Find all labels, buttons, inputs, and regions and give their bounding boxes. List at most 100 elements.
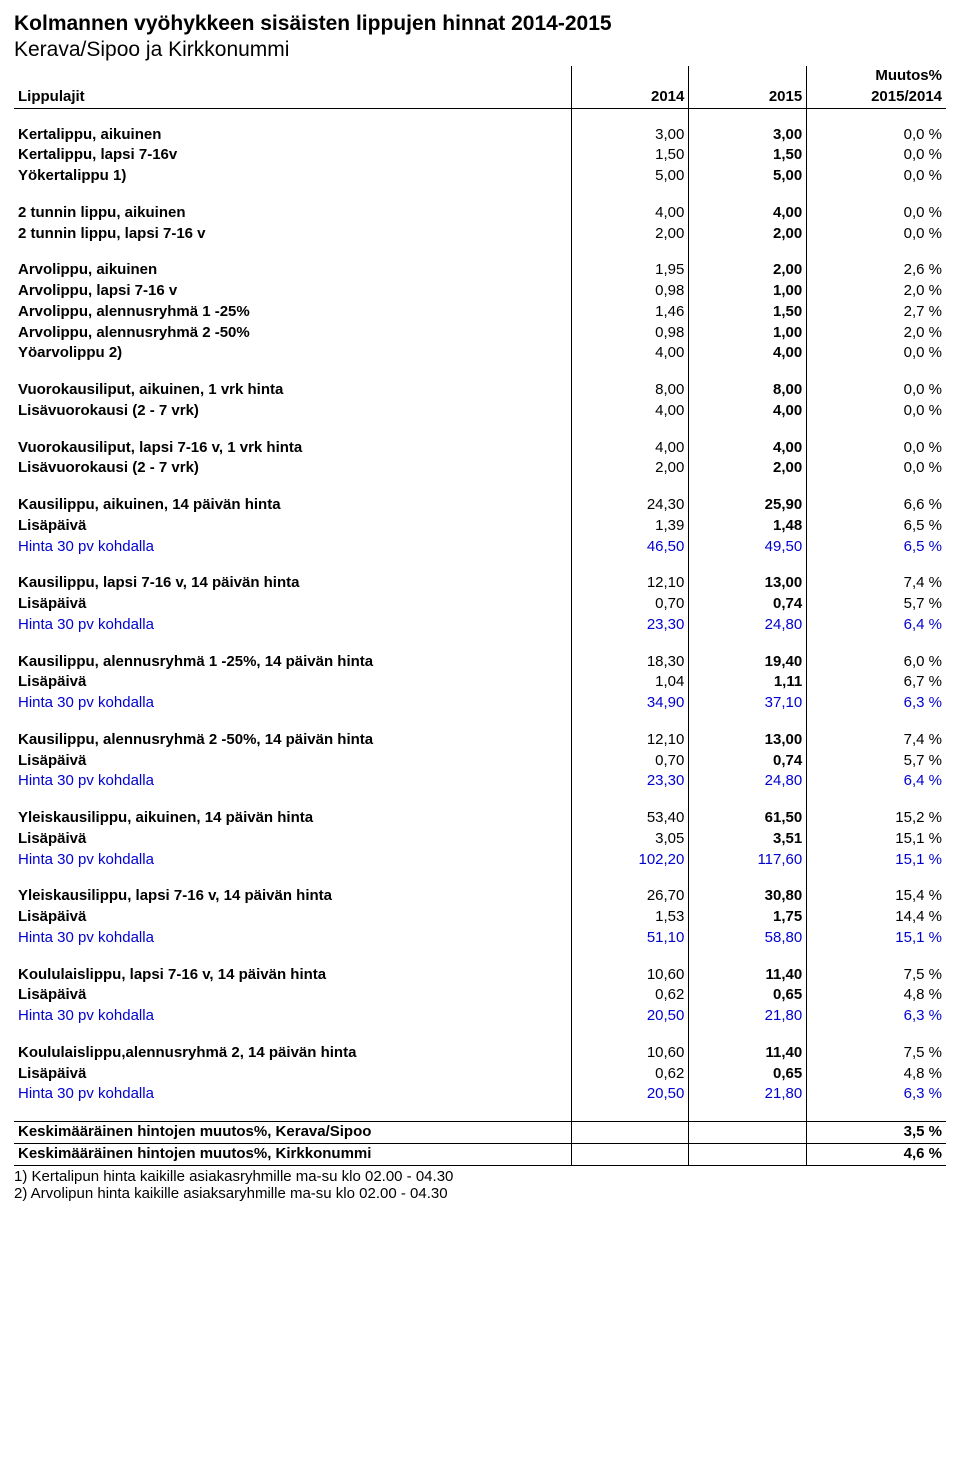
row-label: Hinta 30 pv kohdalla	[14, 850, 571, 871]
value-pct: 6,3 %	[807, 1084, 946, 1105]
value-2014: 1,46	[571, 302, 689, 323]
row-label: Hinta 30 pv kohdalla	[14, 771, 571, 792]
value-2015: 4,00	[689, 438, 807, 459]
value-pct: 15,1 %	[807, 928, 946, 949]
summary-label: Keskimääräinen hintojen muutos%, Kirkkon…	[14, 1143, 571, 1165]
value-pct: 4,8 %	[807, 1064, 946, 1085]
value-pct: 6,4 %	[807, 771, 946, 792]
value-2014: 0,98	[571, 323, 689, 344]
value-pct: 6,5 %	[807, 537, 946, 558]
value-2014: 3,00	[571, 125, 689, 146]
value-2015: 0,74	[689, 594, 807, 615]
value-2014: 0,62	[571, 1064, 689, 1085]
row-label: Yleiskausilippu, lapsi 7-16 v, 14 päivän…	[14, 886, 571, 907]
value-pct: 0,0 %	[807, 203, 946, 224]
value-2015: 2,00	[689, 224, 807, 245]
value-2014: 1,53	[571, 907, 689, 928]
row-label: Yleiskausilippu, aikuinen, 14 päivän hin…	[14, 808, 571, 829]
header-2014: 2014	[571, 66, 689, 108]
value-2015: 0,65	[689, 985, 807, 1006]
row-label: Arvolippu, lapsi 7-16 v	[14, 281, 571, 302]
footnote-1: 1) Kertalipun hinta kaikille asiakasryhm…	[14, 1168, 946, 1185]
value-pct: 0,0 %	[807, 380, 946, 401]
value-2015: 11,40	[689, 1043, 807, 1064]
header-muutos-bot: 2015/2014	[807, 87, 946, 108]
header-lippulajit: Lippulajit	[14, 66, 571, 108]
value-pct: 5,7 %	[807, 594, 946, 615]
value-2014: 23,30	[571, 771, 689, 792]
value-pct: 6,0 %	[807, 652, 946, 673]
value-2015: 117,60	[689, 850, 807, 871]
row-label: Koululaislippu, lapsi 7-16 v, 14 päivän …	[14, 965, 571, 986]
value-pct: 15,4 %	[807, 886, 946, 907]
value-pct: 6,3 %	[807, 1006, 946, 1027]
value-pct: 6,5 %	[807, 516, 946, 537]
footnote-2: 2) Arvolipun hinta kaikille asiaksaryhmi…	[14, 1185, 946, 1202]
row-label: Hinta 30 pv kohdalla	[14, 1084, 571, 1105]
value-pct: 6,6 %	[807, 495, 946, 516]
value-2015: 5,00	[689, 166, 807, 187]
value-2014: 10,60	[571, 1043, 689, 1064]
value-2014: 20,50	[571, 1084, 689, 1105]
value-2015: 1,00	[689, 281, 807, 302]
value-2015: 1,50	[689, 302, 807, 323]
page-title-sub: Kerava/Sipoo ja Kirkkonummi	[14, 38, 946, 62]
row-label: Vuorokausiliput, aikuinen, 1 vrk hinta	[14, 380, 571, 401]
summary-pct: 4,6 %	[807, 1143, 946, 1165]
header-2015: 2015	[689, 66, 807, 108]
value-pct: 0,0 %	[807, 125, 946, 146]
value-2014: 20,50	[571, 1006, 689, 1027]
row-label: Kausilippu, lapsi 7-16 v, 14 päivän hint…	[14, 573, 571, 594]
value-2015: 13,00	[689, 730, 807, 751]
value-2014: 53,40	[571, 808, 689, 829]
value-2014: 51,10	[571, 928, 689, 949]
row-label: Koululaislippu,alennusryhmä 2, 14 päivän…	[14, 1043, 571, 1064]
value-2014: 1,50	[571, 145, 689, 166]
value-2015: 30,80	[689, 886, 807, 907]
value-pct: 2,6 %	[807, 260, 946, 281]
row-label: 2 tunnin lippu, aikuinen	[14, 203, 571, 224]
row-label: Hinta 30 pv kohdalla	[14, 1006, 571, 1027]
value-pct: 6,3 %	[807, 693, 946, 714]
value-pct: 0,0 %	[807, 343, 946, 364]
value-pct: 0,0 %	[807, 438, 946, 459]
value-pct: 5,7 %	[807, 751, 946, 772]
value-2015: 21,80	[689, 1006, 807, 1027]
value-2014: 46,50	[571, 537, 689, 558]
value-2014: 1,39	[571, 516, 689, 537]
value-pct: 2,7 %	[807, 302, 946, 323]
row-label: Lisäpäivä	[14, 829, 571, 850]
value-2015: 37,10	[689, 693, 807, 714]
value-pct: 14,4 %	[807, 907, 946, 928]
value-2015: 24,80	[689, 615, 807, 636]
value-2015: 1,50	[689, 145, 807, 166]
row-label: Hinta 30 pv kohdalla	[14, 928, 571, 949]
value-2015: 3,00	[689, 125, 807, 146]
value-2014: 23,30	[571, 615, 689, 636]
value-2015: 21,80	[689, 1084, 807, 1105]
value-pct: 7,5 %	[807, 965, 946, 986]
row-label: Lisäpäivä	[14, 1064, 571, 1085]
value-2014: 1,95	[571, 260, 689, 281]
value-pct: 0,0 %	[807, 458, 946, 479]
value-2014: 4,00	[571, 203, 689, 224]
row-label: Lisäpäivä	[14, 516, 571, 537]
value-2015: 13,00	[689, 573, 807, 594]
value-2015: 8,00	[689, 380, 807, 401]
value-pct: 15,1 %	[807, 850, 946, 871]
value-pct: 7,5 %	[807, 1043, 946, 1064]
value-pct: 6,7 %	[807, 672, 946, 693]
value-2014: 4,00	[571, 401, 689, 422]
value-pct: 2,0 %	[807, 281, 946, 302]
value-pct: 7,4 %	[807, 573, 946, 594]
value-2014: 12,10	[571, 573, 689, 594]
value-2015: 4,00	[689, 401, 807, 422]
value-2015: 58,80	[689, 928, 807, 949]
value-pct: 15,1 %	[807, 829, 946, 850]
value-pct: 7,4 %	[807, 730, 946, 751]
value-2015: 3,51	[689, 829, 807, 850]
value-2014: 4,00	[571, 438, 689, 459]
row-label: Arvolippu, alennusryhmä 2 -50%	[14, 323, 571, 344]
page-title-main: Kolmannen vyöhykkeen sisäisten lippujen …	[14, 12, 946, 36]
summary-pct: 3,5 %	[807, 1122, 946, 1144]
